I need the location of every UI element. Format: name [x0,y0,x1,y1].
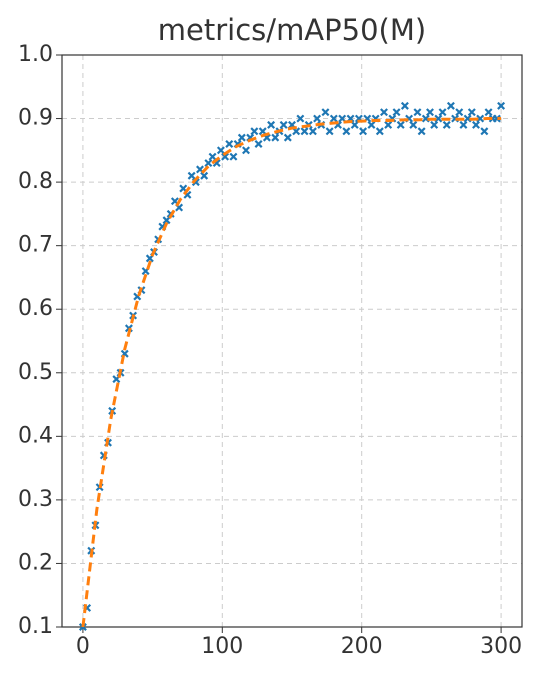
data-point [359,127,368,136]
data-point [145,254,154,263]
y-tick-label: 0.5 [18,360,53,385]
data-point [413,108,422,117]
data-point [484,108,493,117]
plot-frame [61,54,523,628]
data-point [480,127,489,136]
data-point [375,127,384,136]
y-tick-label: 0.8 [18,169,53,194]
data-point [325,127,334,136]
data-point [380,108,388,117]
data-point [204,159,213,168]
y-tick-label: 0.9 [18,106,53,131]
data-point [350,120,359,129]
data-point [208,152,217,161]
data-point [200,171,209,180]
data-point [492,114,501,123]
data-point [279,120,288,129]
data-point [430,120,439,129]
data-point [250,127,259,136]
data-point [455,108,464,117]
data-point [442,120,451,129]
y-tick-label: 0.4 [18,423,53,448]
y-tick-label: 1.0 [18,42,53,67]
data-point [476,114,485,123]
data-point [342,127,351,136]
data-point [417,127,426,136]
y-tick-label: 0.7 [18,233,53,258]
data-point [467,108,476,117]
data-point [497,101,506,110]
data-point [271,133,280,142]
data-point [313,114,322,123]
data-point [283,133,292,142]
data-point [308,127,317,136]
data-point [162,216,171,225]
data-point [409,120,418,129]
data-point [472,120,480,129]
x-tick-label: 0 [76,634,90,659]
y-tick-label: 0.3 [18,487,53,512]
trend-line [81,117,502,628]
data-point [187,171,196,180]
data-point [242,146,250,155]
y-tick-label: 0.6 [18,296,53,321]
data-point [321,108,330,117]
data-point [300,127,309,136]
data-point [221,152,230,161]
chart-title: metrics/mAP50(M) [158,13,426,47]
data-point [384,120,393,129]
data-point [446,101,455,110]
data-point [296,114,305,123]
data-point [225,140,234,148]
data-point [267,120,276,129]
x-tick-label: 200 [341,634,383,659]
data-point [216,146,225,155]
data-point [396,120,405,129]
data-point [367,120,376,129]
data-point [426,108,434,117]
data-point [254,140,263,148]
x-tick-label: 300 [480,634,522,659]
x-tick-label: 100 [201,634,243,659]
data-point [438,108,447,117]
data-point [329,114,338,123]
data-point [459,120,468,129]
y-tick-label: 0.1 [18,614,53,639]
data-point [229,152,238,161]
data-point [392,108,401,117]
data-point [237,133,246,142]
y-tick-label: 0.2 [18,550,53,575]
data-point [400,101,409,110]
